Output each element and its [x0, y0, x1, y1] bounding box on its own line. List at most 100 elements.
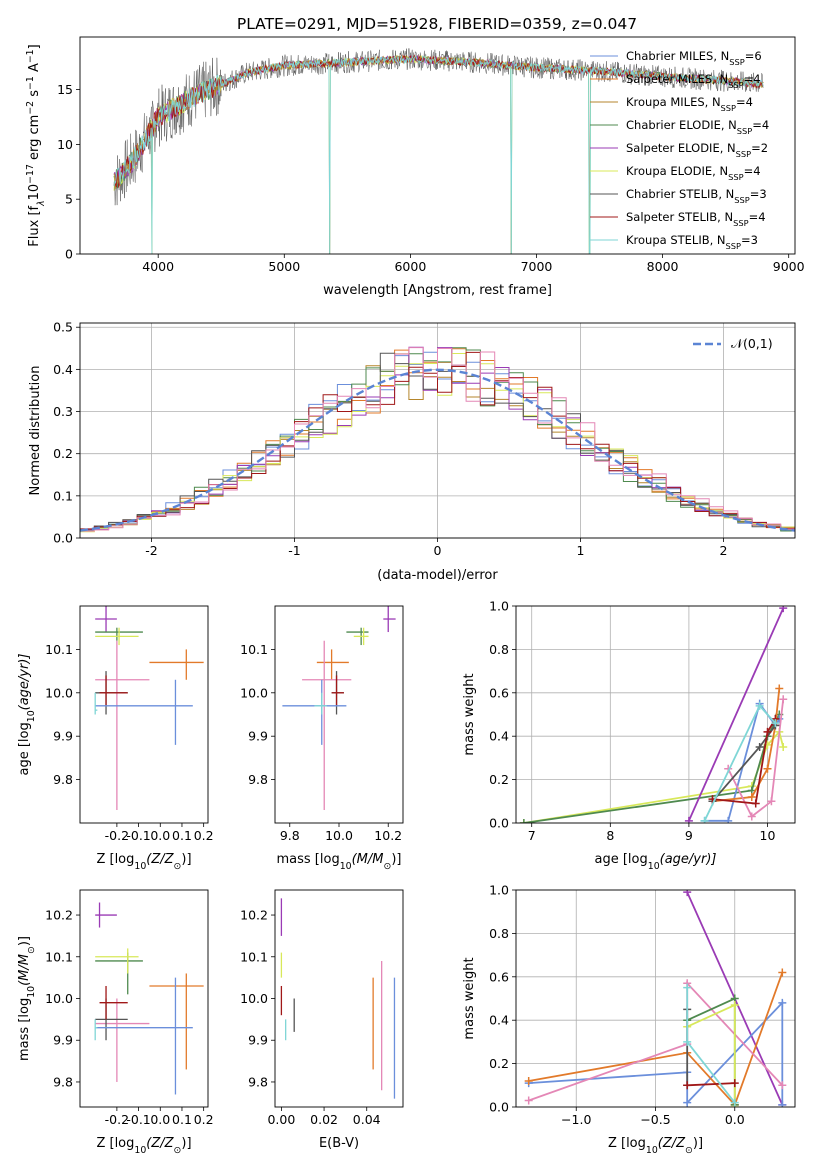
panel-mass_vs_ebv: 0.00 0.02 0.04 9.8 9.9 10.0 10.1 10.2 E(B-V) [240, 889, 404, 1151]
weight-line [687, 1082, 735, 1087]
y-tick-label: 0.8 [489, 926, 509, 941]
weight-marker [683, 1081, 692, 1090]
x-tick-label: -0.1 [126, 1112, 150, 1127]
axes-frame [274, 605, 404, 824]
x-axis-label-part: (Z/Z [658, 1136, 686, 1151]
y-tick-label: 10.0 [45, 685, 73, 700]
x-axis-label-part: ⊙ [174, 1145, 182, 1156]
y-axis-label-part: 10 [26, 710, 37, 722]
weight-marker [724, 816, 733, 823]
legend-label-part: Salpeter STELIB, N [626, 210, 733, 224]
plot-area-mass_vs_ebv [280, 898, 396, 1099]
y-tick-label: 0.2 [53, 446, 73, 461]
x-tick-label: 0.02 [310, 1112, 338, 1127]
axes-frame [79, 605, 209, 824]
y-tick-label: 1.0 [489, 883, 509, 898]
x-axis-label-part: (age/yr)] [660, 852, 717, 867]
plot-area-spectrum [113, 48, 764, 254]
y-tick-label: 9.8 [53, 772, 73, 787]
legend-label: Salpeter STELIB, NSSP=4 [626, 210, 766, 228]
y-tick-label: 10.1 [240, 949, 268, 964]
y-axis-label-part: s [27, 90, 42, 101]
x-tick-label: 0 [434, 543, 442, 558]
y-axis-label-part: (M/M [17, 954, 32, 986]
x-tick-label: 2 [720, 543, 728, 558]
y-axis-label-part: )] [17, 936, 32, 946]
spectrum-line-kroupa-miles [113, 54, 764, 190]
weight-marker [747, 792, 756, 801]
x-axis-label-part: (Z/Z [146, 1136, 174, 1151]
plot-area-mass_vs_Z [94, 902, 204, 1095]
legend-label-part: SSP [726, 241, 741, 251]
legend-label-part: Salpeter ELODIE, N [626, 141, 736, 155]
panel-age_vs_mass: 9.8 10.0 10.2 9.8 9.9 10.0 10.1 mass [log10(M/M… [240, 605, 404, 872]
y-tick-label: 0.5 [53, 320, 73, 335]
y-axis-label-part: −1 [25, 76, 36, 90]
y-tick-label: 0.4 [53, 362, 73, 377]
legend-label: Chabrier MILES, NSSP=6 [626, 49, 762, 67]
y-tick-label: 9.8 [53, 1074, 73, 1089]
legend-label-part: SSP [729, 57, 744, 67]
weight-marker [683, 983, 692, 992]
legend-label-part: Chabrier MILES, N [626, 49, 729, 63]
y-axis-label-part: erg cm [27, 115, 42, 164]
legend-label-part: =2 [751, 141, 768, 155]
panels: 4000 5000 6000 7000 8000 9000051015wavelength… [17, 36, 805, 1156]
y-tick-label: 10.1 [45, 642, 73, 657]
legend-label: Chabrier STELIB, NSSP=3 [626, 187, 767, 205]
y-tick-label: 0.1 [53, 488, 73, 503]
y-axis-label: mass weight [462, 957, 477, 1039]
x-tick-label: 0.1 [172, 828, 192, 843]
y-axis-label: age [log10(age/yr)] [17, 654, 37, 776]
x-tick-label: 5000 [268, 259, 300, 274]
y-tick-label: 10.2 [240, 908, 268, 923]
x-tick-label: 0.0 [725, 1112, 745, 1127]
y-tick-label: 0.6 [489, 685, 509, 700]
legend-label: Kroupa STELIB, NSSP=3 [626, 233, 758, 251]
legend-label-part: SSP [733, 218, 748, 228]
legend-label-part: =4 [752, 118, 769, 132]
weight-marker [751, 799, 760, 808]
weight-marker [763, 764, 772, 773]
legend-label-part: =4 [744, 164, 761, 178]
x-tick-label: 8 [606, 828, 614, 843]
plot-area-weight_vs_age [519, 606, 788, 823]
weight-marker [779, 606, 788, 613]
x-axis-label-part: Z [log [96, 852, 134, 867]
spectrum-line-kroupa-stelib [113, 54, 764, 254]
weight-marker [730, 1098, 739, 1107]
legend-label-part: =4 [749, 210, 766, 224]
weight-line [528, 972, 784, 1107]
weight-marker [683, 1098, 692, 1107]
weight-marker [779, 743, 788, 752]
legend-label-part: SSP [728, 80, 743, 90]
y-axis-label: Normed distribution [28, 366, 43, 496]
x-axis-label-part: E(B-V) [319, 1136, 359, 1151]
x-axis-label-part: ⊙ [174, 861, 182, 872]
x-axis-label-part: 10 [340, 861, 352, 872]
legend-label: Salpeter MILES, NSSP=4 [626, 72, 761, 90]
x-tick-label: 7 [528, 828, 536, 843]
panel-age_vs_Z: -0.2-0.1 0.0 0.1 0.29.89.910.010.1Z [log10(… [17, 605, 214, 872]
legend-label: Kroupa MILES, NSSP=4 [626, 95, 753, 113]
y-axis-label-part: ⊙ [26, 946, 37, 954]
legend-label-part: SSP [734, 195, 749, 205]
panel-mass_vs_Z: -0.2-0.1 0.0 0.1 0.2 9.8 9.9 10.0 10.1 10.2 Z [lo… [17, 889, 214, 1156]
y-axis-label: mass [log10(M/M⊙)] [17, 936, 37, 1061]
y-tick-label: 10.0 [45, 991, 73, 1006]
weight-marker [683, 1037, 692, 1046]
weight-marker [519, 819, 528, 823]
legend-label: Kroupa ELODIE, NSSP=4 [626, 164, 761, 182]
legend-label-part: Kroupa STELIB, N [626, 233, 726, 247]
legend-label-part: Chabrier STELIB, N [626, 187, 734, 201]
y-tick-label: 0.2 [489, 772, 509, 787]
x-tick-label: −1.0 [561, 1112, 591, 1127]
weight-marker [524, 1076, 533, 1085]
y-tick-label: 0.0 [53, 531, 73, 546]
histogram-step-salpeter-stelib [80, 351, 795, 530]
legend-label-part: =4 [744, 72, 761, 86]
y-axis-label-part: ] [27, 44, 42, 49]
x-tick-label: -1 [288, 543, 300, 558]
y-tick-label: 10.1 [240, 642, 268, 657]
